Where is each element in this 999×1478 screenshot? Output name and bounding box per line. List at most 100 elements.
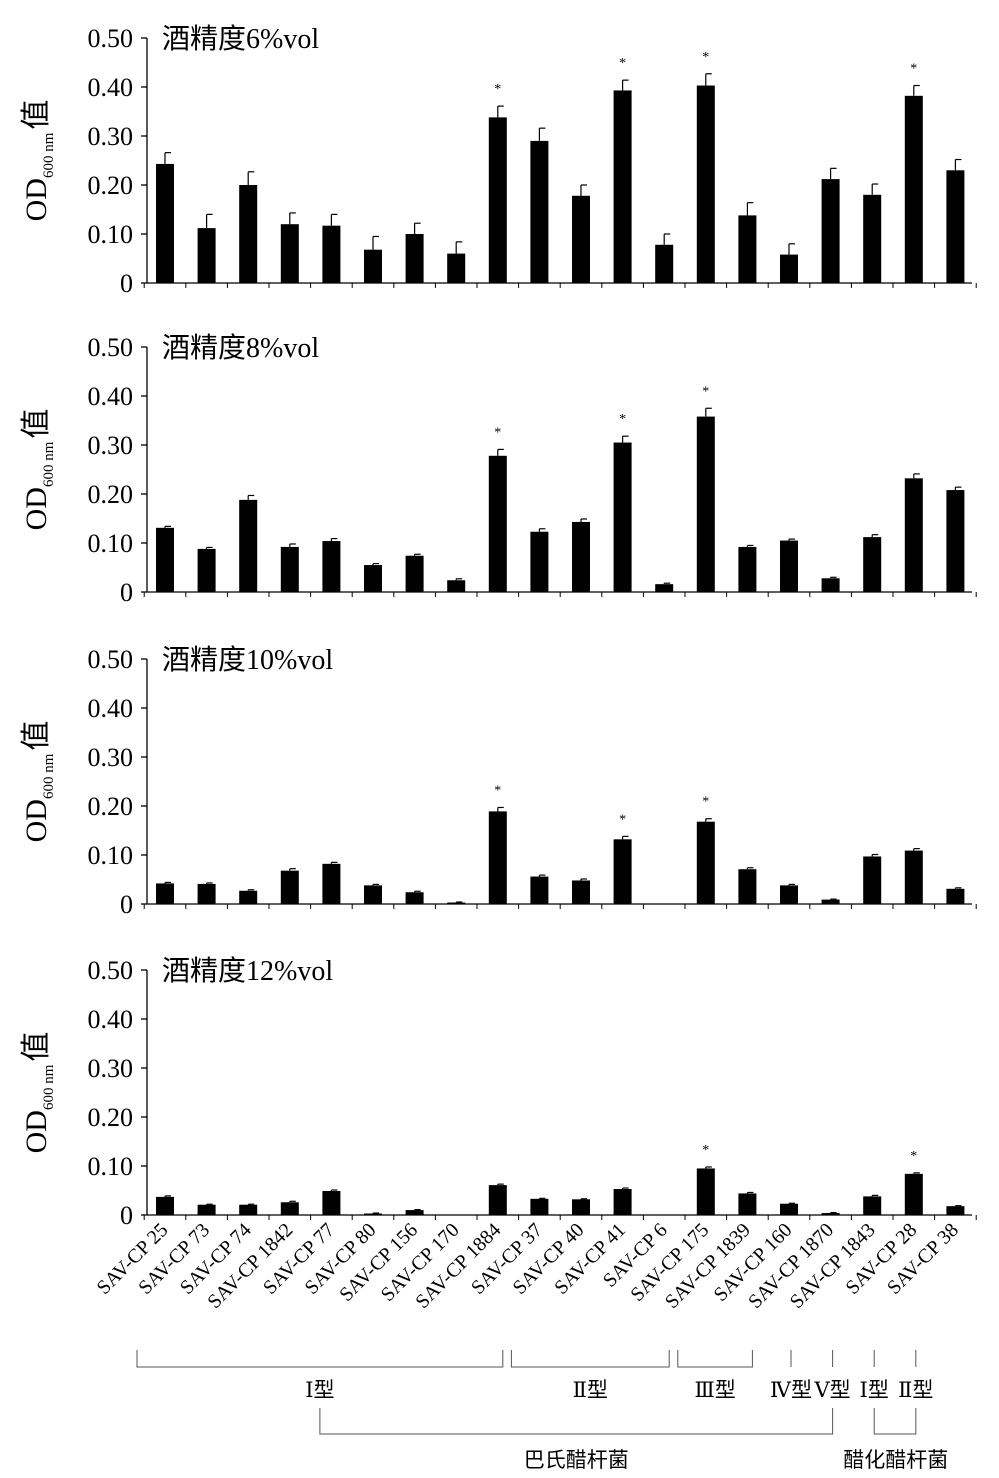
bar (530, 140, 549, 283)
bar (364, 565, 382, 592)
significance-marker: * (619, 56, 626, 71)
y-tick-label: 0.10 (88, 529, 134, 558)
y-axis-label-suffix: 值 (20, 409, 53, 439)
y-axis-label-suffix: 值 (20, 1032, 53, 1062)
bar (364, 249, 382, 283)
type-group-label: Ⅲ型 (694, 1378, 735, 1402)
bar (904, 850, 923, 904)
y-tick-label: 0.30 (88, 431, 134, 460)
y-tick-label: 0.20 (88, 171, 134, 200)
y-axis-label: OD600 nm 值 (20, 409, 57, 531)
panel-title: 酒精度12%vol (162, 955, 333, 987)
bar (530, 876, 549, 904)
y-axis-label-text: OD600 nm 值 (20, 100, 57, 222)
bar (696, 1168, 715, 1215)
bar (322, 863, 341, 904)
y-axis-label-subscript: 600 nm (41, 441, 57, 487)
panel-title: 酒精度6%vol (162, 23, 319, 55)
bar (530, 1198, 549, 1215)
bar (405, 1210, 424, 1215)
bar (197, 1204, 216, 1215)
type-group-label: Ⅱ型 (898, 1378, 933, 1402)
bar (696, 85, 715, 283)
bar (280, 224, 299, 283)
y-tick-label: 0.50 (88, 956, 134, 985)
bar (280, 870, 299, 904)
species-group-1: 巴氏醋杆菌 (319, 1408, 834, 1472)
y-axis-label: OD600 nm 值 (20, 100, 57, 222)
bar (863, 856, 882, 904)
bar (696, 821, 715, 904)
y-axis-label: OD600 nm 值 (20, 721, 57, 843)
bar (197, 883, 216, 904)
y-tick-label: 0.20 (88, 792, 134, 821)
bar (156, 1196, 174, 1215)
y-tick-label: 0.40 (88, 382, 134, 411)
bar (156, 163, 174, 283)
bar (738, 546, 757, 592)
y-tick-label: 0 (120, 890, 133, 919)
significance-marker: * (702, 795, 709, 810)
y-tick-label: 0.50 (88, 333, 134, 362)
y-tick-label: 0.40 (88, 73, 134, 102)
bar (946, 170, 965, 283)
species-group-2: 醋化醋杆菌 (843, 1408, 948, 1472)
bar (239, 890, 258, 904)
y-axis-label-main: OD (20, 178, 53, 221)
y-tick-label: 0.20 (88, 480, 134, 509)
type-group-bracket (677, 1350, 753, 1368)
bar (821, 899, 840, 904)
bar (405, 234, 424, 283)
bar (488, 455, 507, 592)
bar (322, 1190, 341, 1215)
y-tick-label: 0 (120, 269, 133, 298)
y-tick-label: 0.10 (88, 1152, 134, 1181)
y-axis-label-subscript: 600 nm (41, 132, 57, 178)
bar (738, 869, 757, 904)
bar (863, 194, 882, 283)
type-group-label: Ⅴ型 (814, 1378, 851, 1402)
panel-title: 酒精度8%vol (162, 332, 319, 364)
bar (863, 1196, 882, 1215)
y-tick-label: 0.40 (88, 1005, 134, 1034)
y-axis-label-main: OD (20, 487, 53, 530)
y-axis-label-main: OD (20, 1110, 53, 1153)
y-axis-label: OD600 nm 值 (20, 1032, 57, 1154)
type-group-bracket (510, 1350, 670, 1368)
species-group-label: 醋化醋杆菌 (843, 1448, 948, 1472)
y-tick-label: 0.40 (88, 694, 134, 723)
significance-marker: * (494, 82, 501, 97)
bar (280, 1202, 299, 1215)
bar (488, 811, 507, 904)
bar (447, 253, 466, 283)
bar (239, 1204, 258, 1215)
panel-4: 0 0.10 0.20 0.30 0.40 0.50 酒精度12%vol OD600 nm 值 *… (20, 955, 977, 1230)
bar (655, 584, 674, 592)
type-group-1: Ⅰ型 (136, 1350, 504, 1402)
bar (821, 179, 840, 283)
bar (613, 442, 632, 592)
bar (572, 880, 590, 904)
bar (738, 215, 757, 283)
type-group-2: Ⅱ型 (510, 1350, 670, 1402)
bar (530, 531, 549, 592)
bar (904, 95, 923, 283)
significance-marker: * (910, 1149, 917, 1164)
bar (946, 490, 965, 592)
bar (322, 541, 341, 592)
bar (946, 1206, 965, 1215)
y-axis-label-text: OD600 nm 值 (20, 409, 57, 531)
bar (696, 416, 715, 592)
significance-marker: * (702, 50, 709, 65)
significance-marker: * (702, 1143, 709, 1158)
type-group-bracket (136, 1350, 504, 1368)
significance-marker: * (494, 425, 501, 440)
panel-title: 酒精度10%vol (162, 644, 333, 676)
bar (780, 540, 798, 592)
bar (239, 499, 258, 592)
y-tick-label: 0.30 (88, 1054, 134, 1083)
significance-marker: * (494, 783, 501, 798)
bar (488, 117, 507, 283)
bar (322, 225, 341, 283)
bar (946, 888, 965, 904)
